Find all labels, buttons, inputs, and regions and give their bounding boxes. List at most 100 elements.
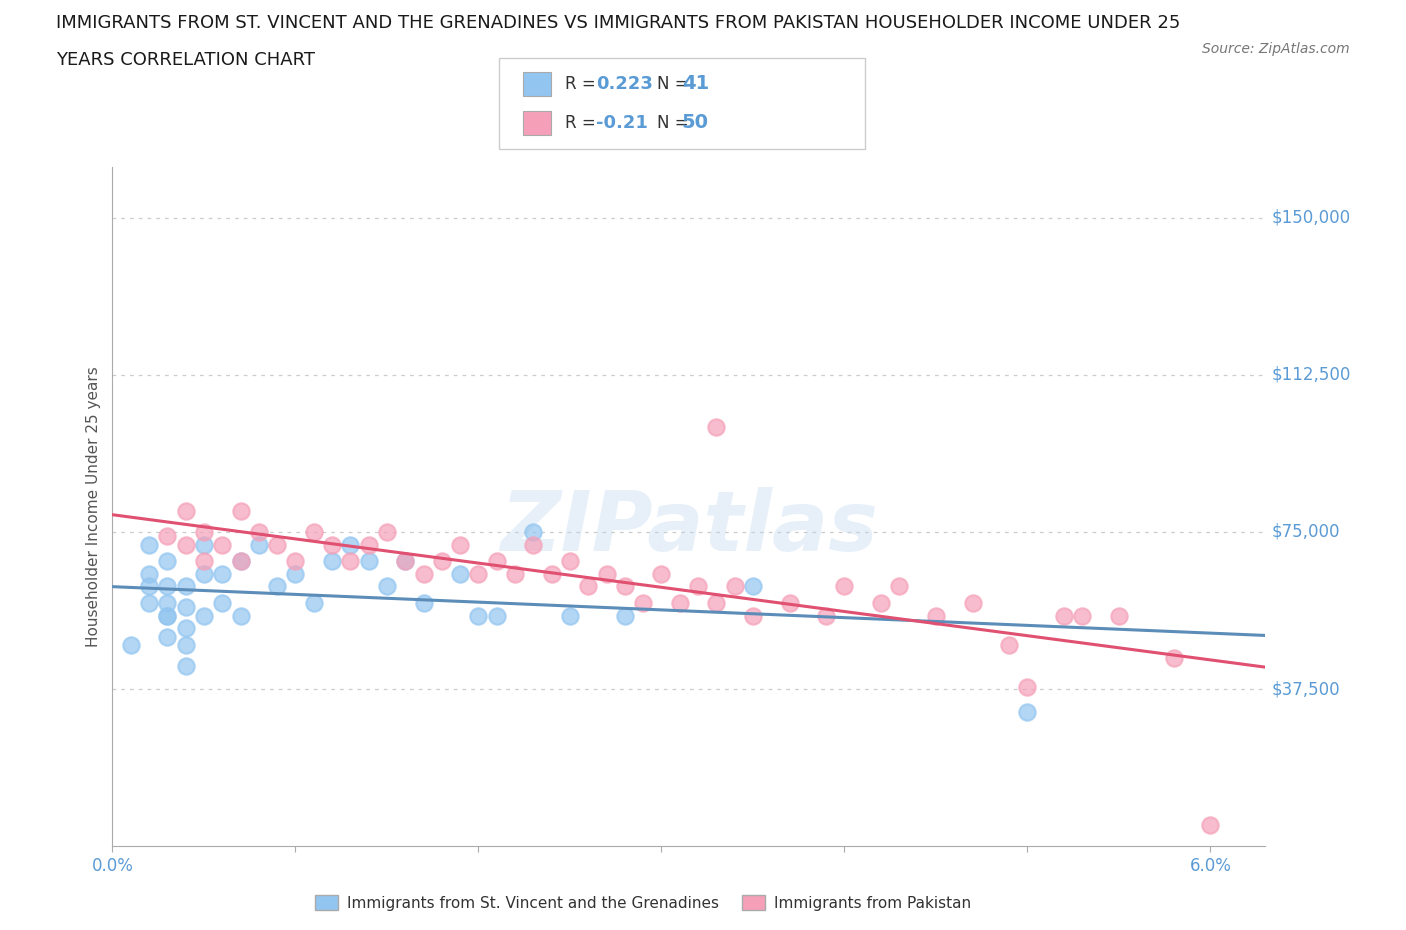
Point	[650, 566, 672, 581]
Text: R =: R =	[565, 74, 602, 93]
Point	[1199, 817, 1222, 832]
Point	[613, 608, 636, 623]
Point	[284, 554, 307, 569]
Point	[412, 566, 434, 581]
Point	[339, 538, 361, 552]
Text: N =: N =	[657, 113, 693, 132]
Point	[375, 579, 398, 594]
Point	[174, 658, 197, 673]
Legend: Immigrants from St. Vincent and the Grenadines, Immigrants from Pakistan: Immigrants from St. Vincent and the Gren…	[308, 888, 977, 917]
Point	[138, 596, 160, 611]
Point	[540, 566, 562, 581]
Point	[834, 579, 856, 594]
Point	[357, 538, 380, 552]
Point	[668, 596, 690, 611]
Point	[485, 554, 508, 569]
Point	[174, 600, 197, 615]
Point	[284, 566, 307, 581]
Point	[193, 538, 215, 552]
Point	[375, 525, 398, 539]
Point	[156, 608, 179, 623]
Point	[138, 579, 160, 594]
Point	[156, 554, 179, 569]
Point	[1017, 705, 1039, 720]
Point	[412, 596, 434, 611]
Point	[522, 538, 544, 552]
Text: $112,500: $112,500	[1271, 365, 1351, 384]
Point	[174, 621, 197, 636]
Point	[576, 579, 599, 594]
Point	[503, 566, 526, 581]
Text: ZIPatlas: ZIPatlas	[501, 486, 877, 567]
Point	[247, 525, 270, 539]
Point	[302, 596, 325, 611]
Point	[430, 554, 453, 569]
Text: 50: 50	[682, 113, 709, 132]
Point	[229, 554, 252, 569]
Text: Source: ZipAtlas.com: Source: ZipAtlas.com	[1202, 42, 1350, 56]
Point	[138, 538, 160, 552]
Text: N =: N =	[657, 74, 693, 93]
Point	[394, 554, 416, 569]
Point	[229, 504, 252, 519]
Point	[889, 579, 911, 594]
Text: YEARS CORRELATION CHART: YEARS CORRELATION CHART	[56, 51, 315, 69]
Point	[1053, 608, 1076, 623]
Point	[229, 608, 252, 623]
Point	[156, 630, 179, 644]
Point	[174, 538, 197, 552]
Point	[613, 579, 636, 594]
Text: $37,500: $37,500	[1271, 680, 1340, 698]
Point	[174, 504, 197, 519]
Point	[1017, 680, 1039, 695]
Point	[156, 596, 179, 611]
Point	[558, 608, 581, 623]
Point	[467, 608, 489, 623]
Point	[925, 608, 948, 623]
Point	[779, 596, 801, 611]
Point	[485, 608, 508, 623]
Point	[631, 596, 654, 611]
Point	[211, 538, 233, 552]
Point	[211, 566, 233, 581]
Point	[870, 596, 893, 611]
Text: -0.21: -0.21	[596, 113, 648, 132]
Point	[193, 608, 215, 623]
Point	[321, 538, 343, 552]
Point	[266, 538, 288, 552]
Point	[449, 566, 471, 581]
Point	[449, 538, 471, 552]
Point	[467, 566, 489, 581]
Point	[193, 566, 215, 581]
Point	[595, 566, 617, 581]
Text: IMMIGRANTS FROM ST. VINCENT AND THE GRENADINES VS IMMIGRANTS FROM PAKISTAN HOUSE: IMMIGRANTS FROM ST. VINCENT AND THE GREN…	[56, 14, 1181, 32]
Y-axis label: Householder Income Under 25 years: Householder Income Under 25 years	[86, 366, 101, 647]
Point	[266, 579, 288, 594]
Point	[558, 554, 581, 569]
Point	[1163, 650, 1185, 665]
Point	[962, 596, 984, 611]
Point	[394, 554, 416, 569]
Point	[156, 608, 179, 623]
Text: $75,000: $75,000	[1271, 523, 1340, 541]
Point	[1108, 608, 1130, 623]
Point	[706, 419, 728, 434]
Point	[174, 579, 197, 594]
Point	[357, 554, 380, 569]
Text: R =: R =	[565, 113, 602, 132]
Point	[339, 554, 361, 569]
Point	[998, 638, 1021, 653]
Text: $150,000: $150,000	[1271, 208, 1350, 227]
Point	[724, 579, 747, 594]
Point	[138, 566, 160, 581]
Point	[815, 608, 838, 623]
Point	[211, 596, 233, 611]
Point	[229, 554, 252, 569]
Point	[247, 538, 270, 552]
Point	[321, 554, 343, 569]
Point	[193, 525, 215, 539]
Point	[742, 579, 765, 594]
Point	[706, 596, 728, 611]
Point	[156, 579, 179, 594]
Point	[156, 529, 179, 544]
